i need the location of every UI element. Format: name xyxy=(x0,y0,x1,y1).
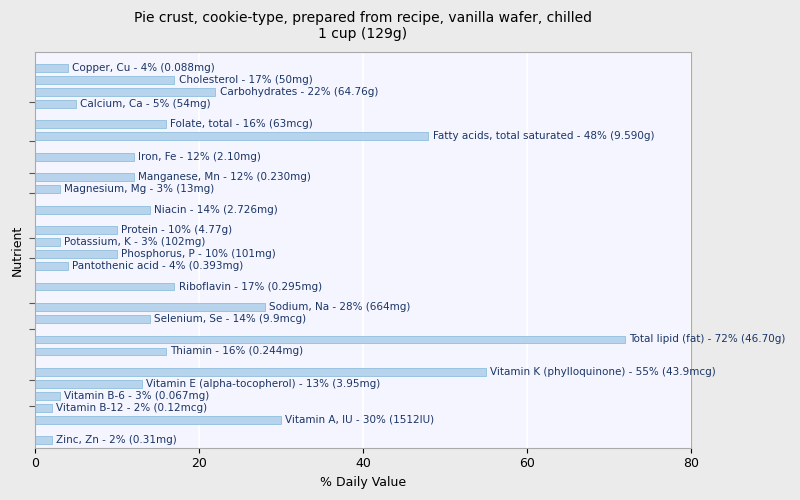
Bar xyxy=(35,132,429,140)
Text: Total lipid (fat) - 72% (46.70g): Total lipid (fat) - 72% (46.70g) xyxy=(629,334,786,344)
Y-axis label: Nutrient: Nutrient xyxy=(11,224,24,276)
Bar xyxy=(35,100,76,108)
Bar xyxy=(35,303,265,311)
X-axis label: % Daily Value: % Daily Value xyxy=(320,476,406,489)
Text: Niacin - 14% (2.726mg): Niacin - 14% (2.726mg) xyxy=(154,204,278,214)
Bar xyxy=(35,336,625,344)
Bar xyxy=(35,436,52,444)
Text: Phosphorus, P - 10% (101mg): Phosphorus, P - 10% (101mg) xyxy=(122,249,276,259)
Bar xyxy=(35,250,117,258)
Text: Vitamin B-6 - 3% (0.067mg): Vitamin B-6 - 3% (0.067mg) xyxy=(64,391,209,401)
Text: Calcium, Ca - 5% (54mg): Calcium, Ca - 5% (54mg) xyxy=(80,99,211,109)
Text: Thiamin - 16% (0.244mg): Thiamin - 16% (0.244mg) xyxy=(170,346,303,356)
Text: Pantothenic acid - 4% (0.393mg): Pantothenic acid - 4% (0.393mg) xyxy=(72,261,243,271)
Text: Manganese, Mn - 12% (0.230mg): Manganese, Mn - 12% (0.230mg) xyxy=(138,172,310,182)
Text: Vitamin K (phylloquinone) - 55% (43.9mcg): Vitamin K (phylloquinone) - 55% (43.9mcg… xyxy=(490,367,716,377)
Bar xyxy=(35,186,60,193)
Text: Vitamin E (alpha-tocopherol) - 13% (3.95mg): Vitamin E (alpha-tocopherol) - 13% (3.95… xyxy=(146,379,380,389)
Text: Fatty acids, total saturated - 48% (9.590g): Fatty acids, total saturated - 48% (9.59… xyxy=(433,132,654,141)
Bar xyxy=(35,88,215,96)
Text: Iron, Fe - 12% (2.10mg): Iron, Fe - 12% (2.10mg) xyxy=(138,152,261,162)
Text: Selenium, Se - 14% (9.9mcg): Selenium, Se - 14% (9.9mcg) xyxy=(154,314,306,324)
Bar xyxy=(35,262,68,270)
Bar xyxy=(35,315,150,323)
Bar xyxy=(35,174,134,181)
Text: Vitamin B-12 - 2% (0.12mcg): Vitamin B-12 - 2% (0.12mcg) xyxy=(56,403,207,413)
Bar xyxy=(35,120,166,128)
Text: Magnesium, Mg - 3% (13mg): Magnesium, Mg - 3% (13mg) xyxy=(64,184,214,194)
Text: Cholesterol - 17% (50mg): Cholesterol - 17% (50mg) xyxy=(178,75,312,85)
Bar xyxy=(35,226,117,234)
Text: Sodium, Na - 28% (664mg): Sodium, Na - 28% (664mg) xyxy=(269,302,410,312)
Bar xyxy=(35,392,60,400)
Bar xyxy=(35,64,68,72)
Bar xyxy=(35,404,52,412)
Text: Riboflavin - 17% (0.295mg): Riboflavin - 17% (0.295mg) xyxy=(178,282,322,292)
Bar xyxy=(35,348,166,356)
Text: Folate, total - 16% (63mcg): Folate, total - 16% (63mcg) xyxy=(170,120,313,130)
Bar xyxy=(35,76,174,84)
Text: Potassium, K - 3% (102mg): Potassium, K - 3% (102mg) xyxy=(64,237,206,247)
Text: Copper, Cu - 4% (0.088mg): Copper, Cu - 4% (0.088mg) xyxy=(72,63,215,73)
Title: Pie crust, cookie-type, prepared from recipe, vanilla wafer, chilled
1 cup (129g: Pie crust, cookie-type, prepared from re… xyxy=(134,11,592,42)
Bar xyxy=(35,206,150,214)
Bar xyxy=(35,153,134,160)
Bar xyxy=(35,238,60,246)
Text: Protein - 10% (4.77g): Protein - 10% (4.77g) xyxy=(122,225,232,235)
Bar xyxy=(35,368,486,376)
Bar xyxy=(35,380,142,388)
Text: Vitamin A, IU - 30% (1512IU): Vitamin A, IU - 30% (1512IU) xyxy=(285,415,434,425)
Text: Zinc, Zn - 2% (0.31mg): Zinc, Zn - 2% (0.31mg) xyxy=(56,436,177,446)
Text: Carbohydrates - 22% (64.76g): Carbohydrates - 22% (64.76g) xyxy=(219,87,378,97)
Bar xyxy=(35,416,281,424)
Bar xyxy=(35,282,174,290)
